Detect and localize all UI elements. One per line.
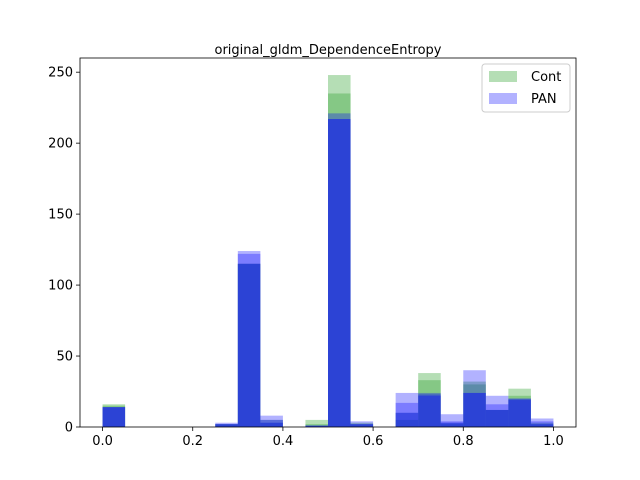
bar-pan-3-bin-14 [418,392,441,427]
bar-cont-1-bin-18 [508,395,531,427]
bar-pan-3-bin-9 [305,425,328,427]
legend-box [481,63,571,113]
bar-pan-4-bin-9 [305,425,328,427]
bar-cont-0-bin-19 [530,422,554,427]
legend-swatch-cont [489,71,517,82]
bar-pan-3-bin-16 [463,392,486,427]
bar-pan-3-bin-17 [485,404,509,427]
bar-cont-1-bin-15 [440,424,464,427]
y-tick-label: 200 [48,137,73,152]
bar-cont-1-bin-19 [530,424,554,427]
bar-pan-2-bin-9 [305,425,328,427]
bar-pan-2-bin-7 [260,415,283,427]
bar-cont-0-bin-7 [260,419,283,427]
bar-pan-4-bin-18 [508,398,531,427]
bar-pan-3-bin-5 [215,422,238,427]
bar-pan-2-bin-16 [463,370,486,427]
bars-layer [102,75,554,428]
bar-pan-3-bin-10 [328,119,351,428]
x-tick-label: 0.4 [273,434,294,449]
bar-cont-1-bin-17 [485,409,509,427]
bar-pan-4-bin-15 [440,422,464,427]
bar-pan-2-bin-5 [215,424,238,427]
bar-cont-0-bin-15 [440,422,464,427]
bar-cont-0-bin-13 [395,419,419,427]
bar-pan-2-bin-11 [350,421,374,427]
bar-pan-2-bin-17 [485,395,509,427]
y-tick-label: 100 [48,279,73,294]
bar-cont-1-bin-16 [463,384,486,427]
chart-title: original_gldm_DependenceEntropy [214,43,441,58]
bar-cont-0-bin-10 [328,75,351,428]
bar-cont-1-bin-9 [305,424,328,427]
bar-cont-1-bin-6 [237,263,261,427]
y-tick-label: 250 [48,66,73,81]
y-tick-label: 150 [48,208,73,223]
bar-pan-4-bin-7 [260,422,283,427]
x-tick-label: 0.6 [363,434,384,449]
bar-cont-0-bin-9 [305,419,328,427]
bar-pan-3-bin-15 [440,421,464,427]
bar-cont-0-bin-16 [463,381,486,427]
bar-pan-4-bin-5 [215,424,238,427]
legend-label-cont: Cont [531,70,561,85]
bar-cont-0-bin-11 [350,422,374,427]
bar-pan-3-bin-13 [395,402,419,427]
bar-cont-1-bin-5 [215,424,238,427]
bar-pan-4-bin-0 [102,407,126,427]
bar-pan-2-bin-10 [328,113,351,427]
y-tick-label: 0 [65,421,73,436]
bar-pan-3-bin-11 [350,424,374,427]
bar-pan-4-bin-14 [418,395,441,427]
bar-cont-1-bin-14 [418,380,441,427]
bar-pan-2-bin-14 [418,394,441,427]
bar-pan-3-bin-19 [530,421,554,427]
bar-pan-3-bin-0 [102,407,126,427]
bar-cont-0-bin-18 [508,388,531,427]
bar-pan-4-bin-6 [237,263,261,427]
bar-pan-4-bin-13 [395,412,419,427]
bar-pan-2-bin-0 [102,407,126,427]
x-tick-label: 0.0 [92,434,113,449]
legend-swatch-pan [489,93,517,104]
bar-cont-1-bin-10 [328,93,351,427]
axes: 0.0 0.2 0.4 0.6 0.8 1.0 0 50 100 150 200 250 [48,57,577,449]
legend-label-pan: PAN [531,92,557,107]
y-tick-label: 50 [56,350,73,365]
x-tick-label: 1.0 [543,434,564,449]
bar-pan-2-bin-13 [395,392,419,427]
bar-cont-0-bin-5 [215,424,238,427]
bar-cont-0-bin-17 [485,409,509,427]
bar-cont-1-bin-11 [350,424,374,427]
bar-pan-2-bin-6 [237,251,261,427]
bar-cont-1-bin-0 [102,405,126,427]
bar-cont-0-bin-14 [418,373,441,427]
x-tick-label: 0.2 [182,434,203,449]
bar-pan-2-bin-18 [508,398,531,427]
bar-pan-4-bin-17 [485,409,509,427]
bar-pan-4-bin-16 [463,392,486,427]
legend: Cont PAN [481,63,571,113]
bar-pan-4-bin-10 [328,119,351,428]
bar-pan-3-bin-6 [237,253,261,427]
bar-pan-3-bin-7 [260,419,283,427]
axes-frame [79,57,577,428]
x-tick-label: 0.8 [453,434,474,449]
bar-cont-0-bin-6 [237,263,261,427]
bar-cont-1-bin-7 [260,422,283,427]
bar-pan-2-bin-19 [530,418,554,427]
bar-pan-4-bin-19 [530,424,554,427]
bar-pan-2-bin-15 [440,414,464,427]
bar-cont-1-bin-13 [395,412,419,427]
bar-pan-3-bin-18 [508,400,531,427]
bar-cont-0-bin-0 [102,404,126,427]
bar-pan-4-bin-11 [350,424,374,427]
